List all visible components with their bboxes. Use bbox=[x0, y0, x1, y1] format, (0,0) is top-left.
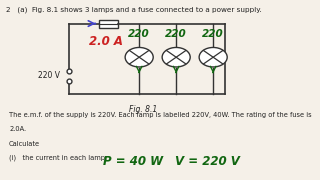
Text: Fig. 8.1: Fig. 8.1 bbox=[129, 105, 157, 114]
Text: V = 220 V: V = 220 V bbox=[175, 155, 240, 168]
Circle shape bbox=[162, 48, 190, 67]
Circle shape bbox=[199, 48, 227, 67]
Text: (i)   the current in each lamp,: (i) the current in each lamp, bbox=[9, 155, 107, 161]
Text: The e.m.f. of the supply is 220V. Each lamp is labelled 220V, 40W. The rating of: The e.m.f. of the supply is 220V. Each l… bbox=[9, 112, 312, 118]
Text: 220 V: 220 V bbox=[38, 71, 60, 80]
Text: 2.0 A: 2.0 A bbox=[89, 35, 123, 48]
Text: 220: 220 bbox=[202, 29, 224, 39]
Circle shape bbox=[125, 48, 153, 67]
Text: P = 40 W: P = 40 W bbox=[103, 155, 164, 168]
Text: 220: 220 bbox=[165, 29, 187, 39]
Text: 220: 220 bbox=[128, 29, 150, 39]
Text: Calculate: Calculate bbox=[9, 141, 40, 147]
Bar bbox=[99, 20, 118, 28]
Text: 2   (a)  Fig. 8.1 shows 3 lamps and a fuse connected to a power supply.: 2 (a) Fig. 8.1 shows 3 lamps and a fuse … bbox=[6, 7, 262, 13]
Text: 2.0A.: 2.0A. bbox=[9, 126, 26, 132]
